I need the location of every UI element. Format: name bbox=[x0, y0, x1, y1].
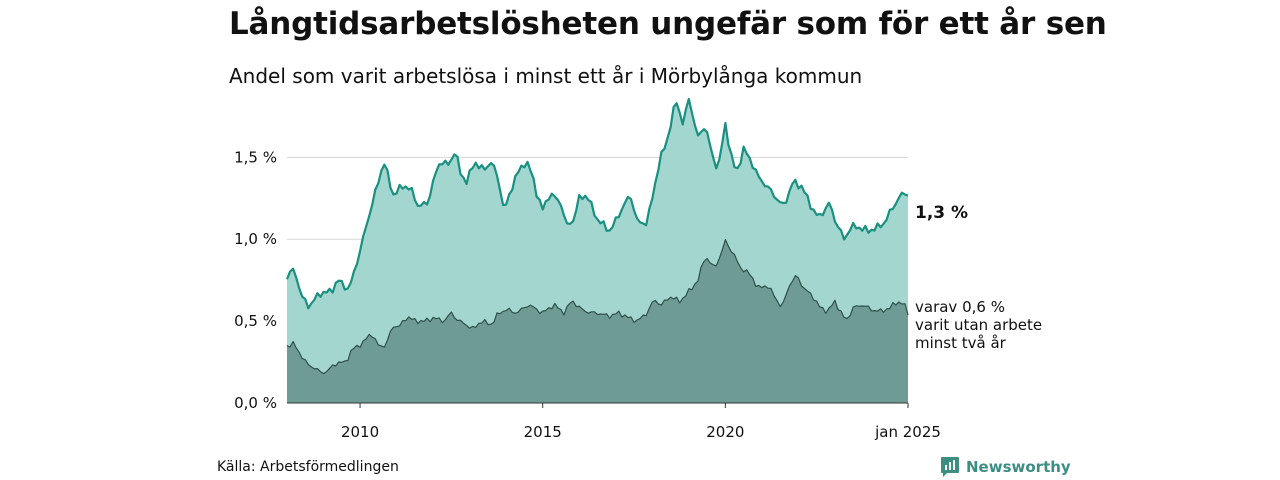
x-tick-label: 2015 bbox=[524, 423, 562, 441]
long-term-annotation: varav 0,6 % varit utan arbete minst två år bbox=[915, 298, 1042, 352]
y-tick-label: 0,0 % bbox=[234, 394, 277, 412]
plot-area bbox=[285, 97, 909, 403]
y-tick-label: 0,5 % bbox=[234, 312, 277, 330]
annotation-line: varav 0,6 % bbox=[915, 298, 1005, 316]
source-note: Källa: Arbetsförmedlingen bbox=[217, 459, 399, 475]
x-tick-label: 2020 bbox=[706, 423, 744, 441]
chart-title: Långtidsarbetslösheten ungefär som för e… bbox=[229, 6, 1107, 42]
end-value-label: 1,3 % bbox=[915, 203, 968, 223]
axes: 0,0 % 0,5 % 1,0 % 1,5 % 2010 2015 2020 jan 2025 bbox=[234, 148, 941, 441]
brand-name: Newsworthy bbox=[966, 458, 1071, 476]
x-tick-label: 2010 bbox=[341, 423, 379, 441]
x-tick-label: jan 2025 bbox=[874, 423, 941, 441]
series-long-area bbox=[287, 239, 908, 403]
series-total-line bbox=[285, 97, 909, 310]
newsworthy-logo-icon bbox=[941, 457, 959, 477]
annotation-line: minst två år bbox=[915, 334, 1007, 352]
chart-subtitle: Andel som varit arbetslösa i minst ett å… bbox=[229, 64, 863, 88]
annotations: 1,3 % varav 0,6 % varit utan arbete minst … bbox=[915, 203, 1042, 352]
annotation-line: varit utan arbete bbox=[915, 316, 1042, 334]
y-tick-label: 1,5 % bbox=[234, 148, 277, 166]
brand-logo[interactable]: Newsworthy bbox=[940, 456, 1071, 478]
series-long-line bbox=[286, 239, 909, 375]
y-tick-label: 1,0 % bbox=[234, 230, 277, 248]
